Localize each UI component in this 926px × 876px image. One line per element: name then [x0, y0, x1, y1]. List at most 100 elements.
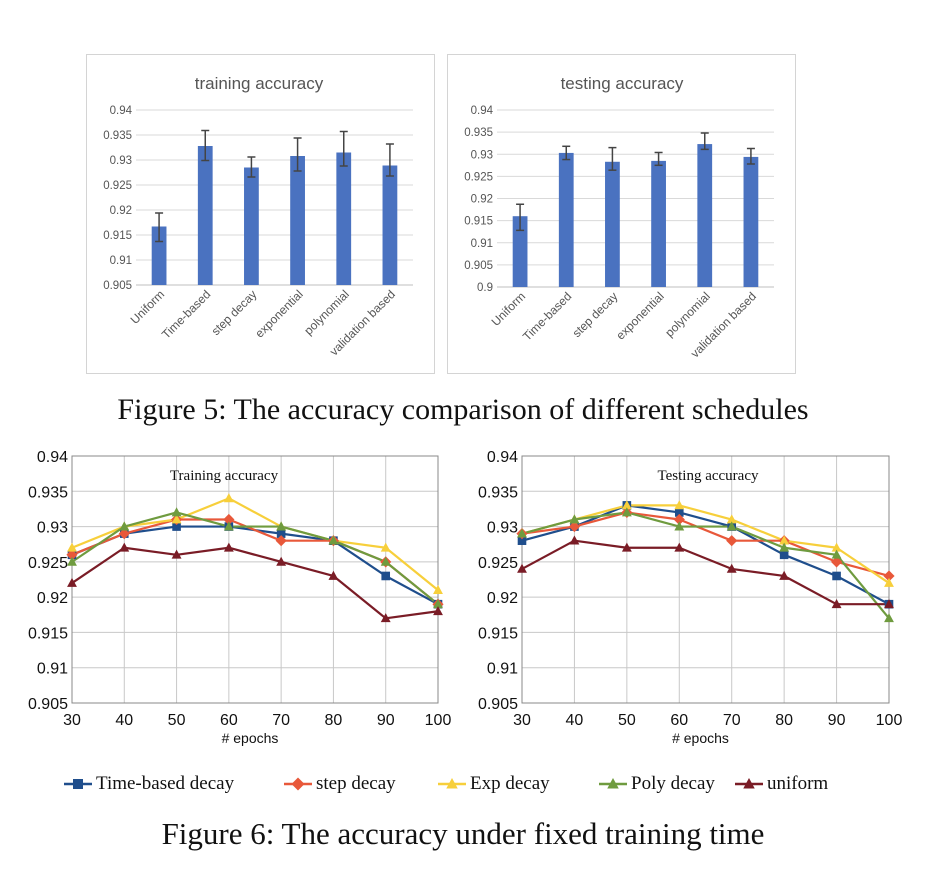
data-point	[275, 535, 287, 547]
y-tick-label: 0.915	[28, 625, 68, 642]
data-point	[276, 529, 286, 538]
data-point	[381, 571, 391, 581]
data-point	[568, 520, 581, 533]
x-tick-label: 80	[775, 712, 793, 729]
bar	[382, 165, 398, 285]
y-tick-label: 0.93	[471, 149, 493, 161]
x-tick-label: 40	[115, 712, 133, 729]
legend-label: step decay	[316, 773, 396, 794]
x-tick-label: 100	[876, 712, 903, 729]
data-point	[832, 571, 841, 581]
x-category-label: Time-based	[159, 287, 213, 341]
y-tick-label: 0.91	[37, 661, 68, 678]
y-tick-label: 0.915	[103, 230, 132, 242]
y-tick-label: 0.93	[37, 520, 68, 537]
bar	[197, 146, 213, 285]
x-axis-label: # epochs	[672, 730, 729, 746]
x-category-label: Uniform	[489, 289, 529, 329]
x-tick-label: 40	[566, 712, 584, 729]
x-tick-label: 60	[670, 712, 688, 729]
x-tick-label: 90	[377, 712, 395, 729]
x-category-label: Time-based	[520, 289, 574, 343]
data-point	[328, 535, 339, 545]
y-tick-label: 0.905	[464, 260, 493, 272]
figure5-caption: Figure 5: The accuracy comparison of dif…	[117, 393, 809, 426]
legend-label: Poly decay	[631, 773, 715, 794]
data-point	[674, 542, 685, 552]
legend-swatch	[64, 779, 92, 789]
series-line	[521, 539, 889, 606]
y-tick-label: 0.915	[464, 216, 493, 228]
data-point	[433, 599, 443, 609]
legend-label: Exp decay	[470, 773, 550, 794]
y-tick-label: 0.935	[478, 484, 518, 501]
training-accuracy-bar-panel	[86, 54, 435, 374]
data-point	[726, 514, 737, 524]
y-tick-label: 0.935	[28, 484, 68, 501]
data-point	[223, 521, 234, 531]
data-point	[67, 577, 77, 587]
y-tick-label: 0.935	[464, 127, 493, 139]
data-point	[171, 507, 182, 517]
x-tick-label: 100	[425, 712, 452, 729]
y-tick-label: 0.94	[37, 449, 68, 466]
data-point	[380, 556, 391, 566]
data-point	[569, 514, 580, 524]
y-tick-label: 0.905	[478, 696, 518, 713]
x-tick-label: 50	[168, 712, 186, 729]
series-line	[521, 511, 890, 620]
bar	[558, 152, 574, 287]
series-line	[521, 504, 890, 606]
y-tick-label: 0.92	[487, 590, 518, 607]
data-point	[779, 535, 790, 545]
x-axis-label: # epochs	[222, 730, 279, 746]
data-point	[831, 542, 842, 552]
data-point	[118, 528, 130, 540]
bar	[697, 144, 713, 287]
data-point	[380, 613, 391, 623]
data-point	[621, 507, 632, 517]
y-tick-label: 0.93	[487, 520, 518, 537]
x-category-label: exponential	[252, 287, 305, 340]
x-tick-label: 90	[828, 712, 846, 729]
bar	[651, 160, 666, 287]
data-point	[73, 779, 83, 789]
x-tick-label: 70	[723, 712, 741, 729]
data-point	[223, 493, 234, 503]
x-tick-label: 50	[618, 712, 636, 729]
data-point	[67, 556, 77, 566]
y-tick-label: 0.94	[487, 449, 518, 466]
bar	[512, 216, 528, 287]
y-tick-label: 0.925	[103, 180, 132, 192]
legend-swatch	[284, 777, 312, 791]
y-tick-label: 0.925	[28, 555, 68, 572]
data-point	[726, 521, 737, 531]
data-point	[726, 563, 737, 573]
legend-item: Exp decay	[438, 770, 550, 798]
legend-item: Time-based decay	[64, 770, 234, 798]
bar	[244, 167, 259, 285]
data-point	[223, 513, 235, 526]
data-point	[276, 521, 287, 531]
y-tick-label: 0.9	[477, 282, 493, 294]
y-tick-label: 0.94	[110, 105, 133, 117]
data-point	[621, 542, 632, 552]
line-chart-legend: Time-based decay step decay Exp decay Poly …	[0, 770, 926, 798]
data-point	[171, 514, 182, 524]
data-point	[291, 777, 305, 791]
series-line	[521, 511, 890, 578]
data-point	[674, 508, 684, 517]
bar	[290, 156, 305, 285]
data-point	[171, 549, 182, 559]
legend-label: Time-based decay	[96, 773, 235, 794]
data-point	[433, 584, 443, 594]
data-point	[607, 778, 619, 789]
series-line	[71, 546, 439, 620]
data-point	[884, 613, 894, 623]
data-point	[66, 549, 78, 561]
y-tick-label: 0.905	[28, 696, 68, 713]
line-chart-title: Testing accuracy	[658, 468, 759, 484]
data-point	[433, 606, 443, 616]
y-tick-label: 0.91	[110, 255, 132, 267]
legend-item: Poly decay	[599, 770, 715, 798]
